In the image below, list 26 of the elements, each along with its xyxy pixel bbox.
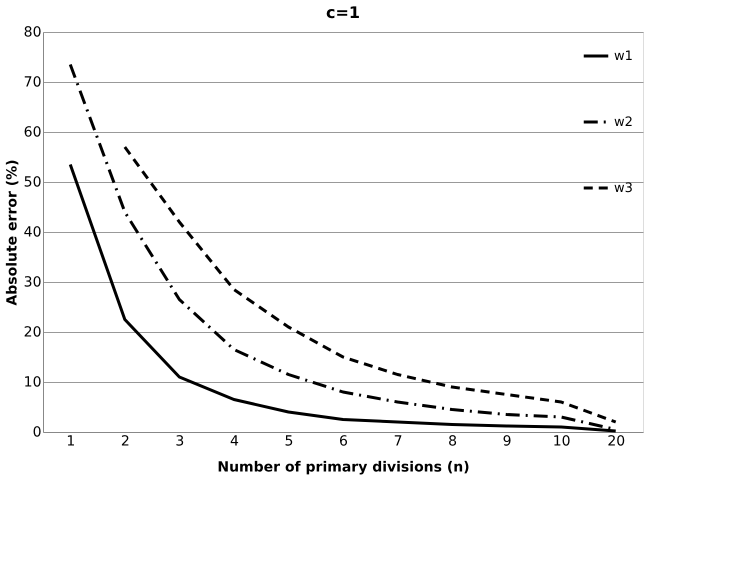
chart-title: c=1	[326, 3, 360, 22]
x-tick-label: 5	[284, 434, 294, 450]
x-tick-label: 2	[120, 434, 130, 450]
y-tick-label: 30	[24, 274, 42, 290]
legend-label: w3	[614, 181, 633, 196]
x-tick-label: 10	[552, 434, 571, 450]
x-tick-label: 8	[448, 434, 458, 450]
x-tick-label: 9	[502, 434, 512, 450]
y-tick-label: 10	[24, 374, 42, 390]
x-tick-label: 20	[607, 434, 626, 450]
y-tick-label: 50	[24, 174, 42, 190]
y-tick-label: 60	[24, 124, 42, 140]
y-tick-label: 40	[24, 224, 42, 240]
x-tick-label: 4	[230, 434, 239, 450]
x-tick-label: 7	[394, 434, 403, 450]
y-axis-title: Absolute error (%)	[4, 159, 21, 306]
y-tick-label: 80	[24, 24, 42, 40]
x-axis-title: Number of primary divisions (n)	[217, 460, 470, 476]
x-tick-label: 3	[175, 434, 184, 450]
legend-label: w1	[614, 49, 633, 64]
x-tick-label: 6	[339, 434, 348, 450]
legend-label: w2	[614, 115, 633, 130]
y-tick-label: 20	[24, 324, 42, 340]
y-tick-label: 70	[24, 74, 42, 90]
y-tick-label: 0	[32, 424, 42, 440]
x-tick-label: 1	[66, 434, 76, 450]
